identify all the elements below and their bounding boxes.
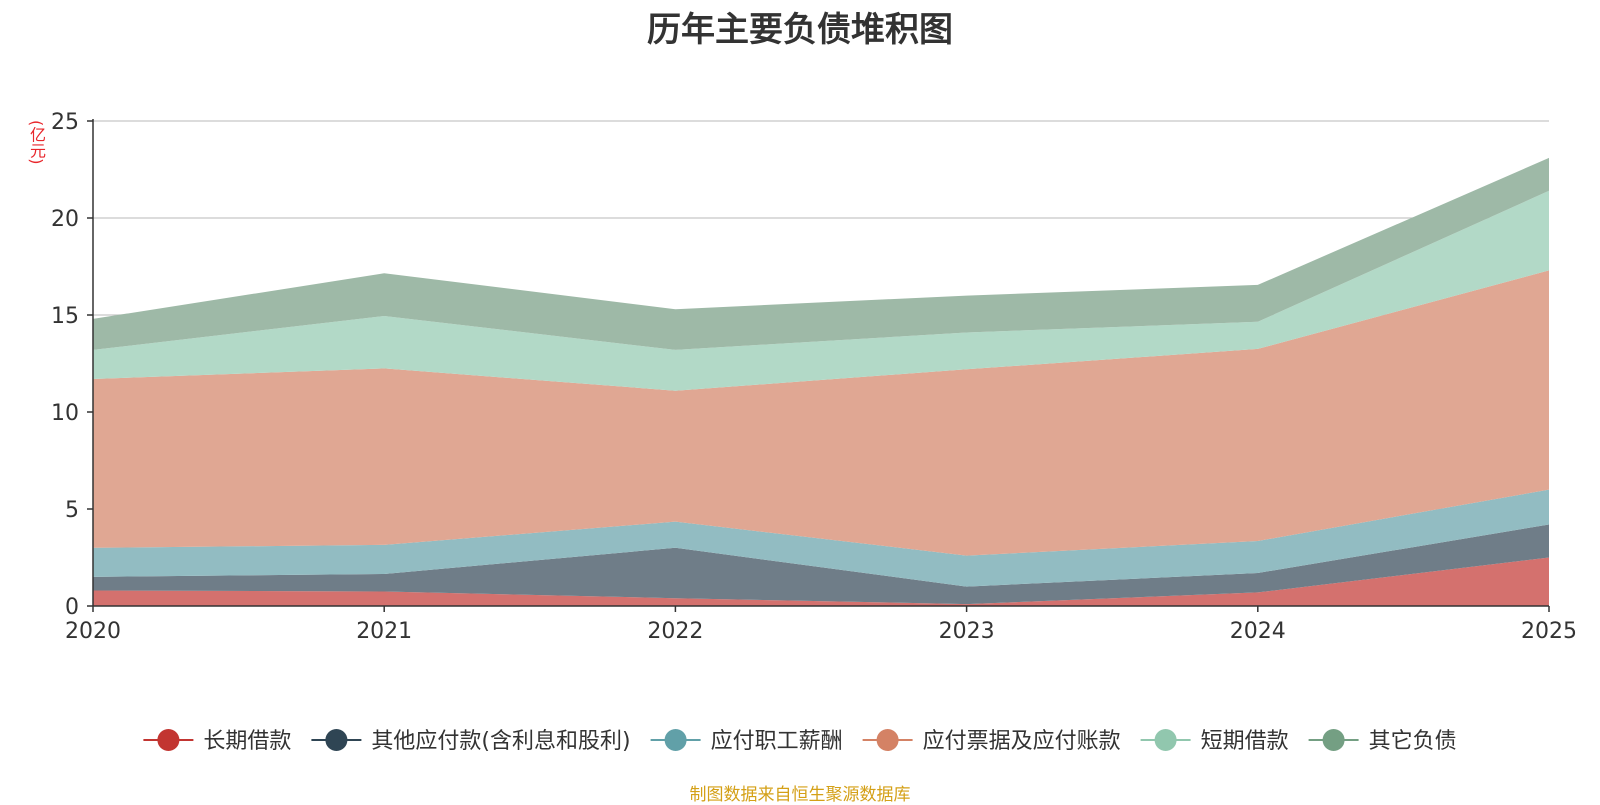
y-tick-label-20: 20: [51, 207, 79, 232]
legend-marker: [157, 729, 180, 751]
x-tick-label-2022: 2022: [647, 619, 703, 644]
y-tick-label-5: 5: [65, 498, 79, 523]
area-series-3: [93, 270, 1549, 556]
y-tick-label-15: 15: [51, 304, 79, 329]
area-series-0: [93, 557, 1549, 606]
legend-marker: [664, 729, 687, 751]
y-axis-unit-label: (亿元): [27, 120, 46, 165]
legend-marker: [1322, 729, 1345, 751]
area-series-2: [93, 489, 1549, 587]
legend-label: 短期借款: [1201, 729, 1289, 754]
legend-label: 其它负债: [1369, 729, 1457, 754]
legend-item-3[interactable]: 应付票据及应付账款: [862, 729, 1121, 754]
area-series-1: [93, 524, 1549, 605]
area-series-4: [93, 190, 1549, 391]
chart-title: 历年主要负债堆积图: [647, 10, 953, 50]
y-tick-label-0: 0: [65, 595, 79, 620]
data-source-note: 制图数据来自恒生聚源数据库: [689, 785, 911, 805]
x-tick-label-2020: 2020: [65, 619, 121, 644]
x-tick-label-2023: 2023: [939, 619, 995, 644]
legend-marker: [1154, 729, 1177, 751]
legend-item-0[interactable]: 长期借款: [143, 729, 291, 754]
x-tick-label-2021: 2021: [356, 619, 412, 644]
y-tick-label-10: 10: [51, 401, 79, 426]
x-tick-label-2025: 2025: [1521, 619, 1577, 644]
legend-item-2[interactable]: 应付职工薪酬: [650, 729, 843, 754]
legend-item-5[interactable]: 其它负债: [1308, 729, 1457, 754]
legend-label: 其他应付款(含利息和股利): [371, 729, 630, 754]
legend-item-1[interactable]: 其他应付款(含利息和股利): [311, 729, 631, 754]
x-tick-label-2024: 2024: [1230, 619, 1286, 644]
legend-item-4[interactable]: 短期借款: [1140, 729, 1289, 754]
legend: 长期借款 其他应付款(含利息和股利) 应付职工薪酬 应付票据及应付账款 短期借款 其它负债: [143, 729, 1457, 754]
area-series-5: [93, 157, 1549, 350]
legend-marker: [876, 729, 899, 751]
area-series: [93, 157, 1549, 606]
legend-label: 应付票据及应付账款: [923, 729, 1121, 754]
legend-label: 长期借款: [203, 729, 291, 754]
y-tick-label-25: 25: [51, 110, 79, 135]
legend-label: 应付职工薪酬: [711, 729, 843, 754]
legend-marker: [325, 729, 348, 751]
